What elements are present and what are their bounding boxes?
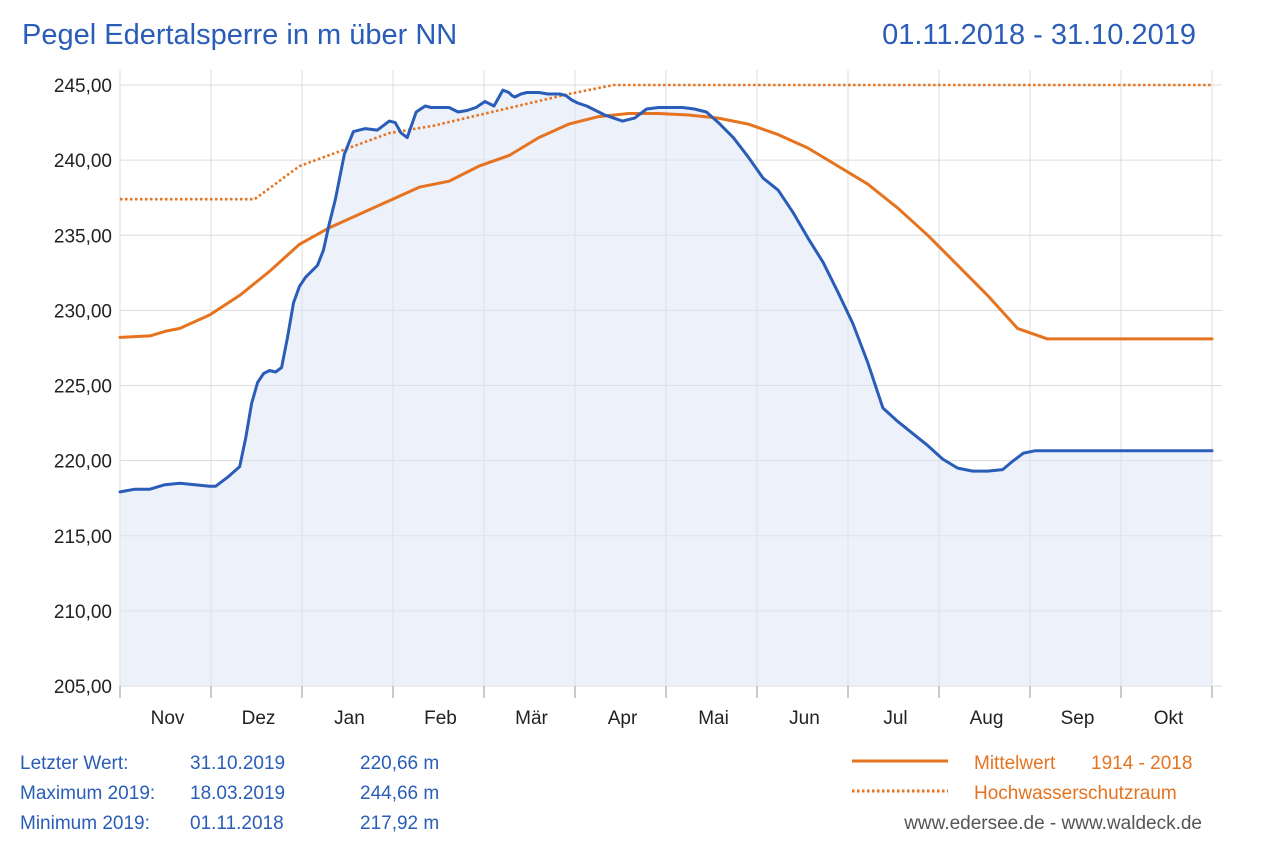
- info-date-min: 01.11.2018: [190, 813, 284, 834]
- x-tick-label-sep: Sep: [1061, 708, 1095, 729]
- x-tick-label-mär: Mär: [515, 708, 548, 729]
- series-line-pegel: [118, 88, 1214, 494]
- x-tick-label-jan: Jan: [334, 708, 365, 729]
- legend: Mittelwert 1914 - 2018 Hochwasserschutzr…: [852, 753, 1192, 804]
- y-tick-label-7: 240,00: [54, 151, 112, 172]
- y-tick-label-3: 220,00: [54, 452, 112, 473]
- x-tick-label-okt: Okt: [1154, 708, 1184, 729]
- legend-label-mittelwert: Mittelwert: [974, 753, 1056, 774]
- date-range: 01.11.2018 - 31.10.2019: [882, 19, 1196, 51]
- x-axis: Nov Dez Jan Feb Mär Apr Mai Jun Jul Aug Sep Okt: [151, 708, 1184, 729]
- pegel-area: [120, 90, 1212, 687]
- x-tick-label-jul: Jul: [883, 708, 907, 729]
- info-value-max: 244,66 m: [360, 783, 439, 804]
- info-date-last: 31.10.2019: [190, 753, 285, 774]
- y-tick-label-0: 205,00: [54, 677, 112, 698]
- info-label-min: Minimum 2019:: [20, 813, 150, 834]
- x-tick-label-aug: Aug: [970, 708, 1004, 729]
- x-tick-label-nov: Nov: [151, 708, 185, 729]
- series-line-hochwasser: [120, 83, 1212, 201]
- y-tick-label-1: 210,00: [54, 602, 112, 623]
- series: [118, 83, 1214, 494]
- info-value-last: 220,66 m: [360, 753, 439, 774]
- info-panel: Letzter Wert: 31.10.2019 220,66 m Maximu…: [20, 753, 439, 834]
- y-tick-label-5: 230,00: [54, 301, 112, 322]
- y-tick-label-4: 225,00: [54, 377, 112, 398]
- info-date-max: 18.03.2019: [190, 783, 285, 804]
- chart-title: Pegel Edertalsperre in m über NN: [22, 19, 457, 51]
- y-axis: 205,00 210,00 215,00 220,00 225,00 230,00 235,…: [54, 76, 112, 698]
- legend-period-mittelwert: 1914 - 2018: [1091, 753, 1192, 774]
- pegel-area-fill: [120, 90, 1212, 687]
- x-tick-label-feb: Feb: [424, 708, 457, 729]
- series-line-mittelwert: [118, 112, 1214, 341]
- y-tick-label-6: 235,00: [54, 226, 112, 247]
- x-tick-label-mai: Mai: [698, 708, 729, 729]
- info-label-last: Letzter Wert:: [20, 753, 128, 774]
- x-tick-label-jun: Jun: [789, 708, 820, 729]
- credit-links: www.edersee.de - www.waldeck.de: [903, 813, 1202, 834]
- info-value-min: 217,92 m: [360, 813, 439, 834]
- x-tick-label-dez: Dez: [242, 708, 276, 729]
- x-tick-label-apr: Apr: [608, 708, 638, 729]
- y-tick-label-2: 215,00: [54, 527, 112, 548]
- y-tick-label-8: 245,00: [54, 76, 112, 97]
- legend-label-hochwasser: Hochwasserschutzraum: [974, 783, 1177, 804]
- info-label-max: Maximum 2019:: [20, 783, 155, 804]
